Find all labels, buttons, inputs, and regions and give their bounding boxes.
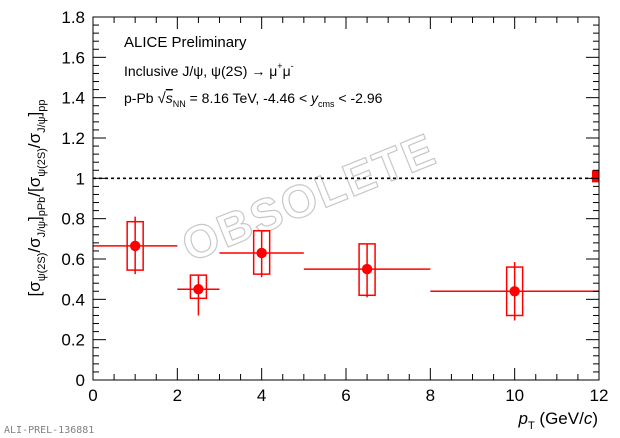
syst-error-box <box>126 220 144 271</box>
obsolete-watermark: OBSOLETE <box>175 123 444 272</box>
data-point-5 <box>430 262 599 321</box>
y-tick-label: 1.6 <box>61 48 85 67</box>
data-marker <box>509 286 520 297</box>
x-tick-label: 0 <box>88 386 97 405</box>
y-tick-label: 1 <box>76 169 85 188</box>
data-point-1 <box>93 216 178 275</box>
x-axis-title: pT (GeV/c) <box>518 409 599 432</box>
y-tick-label: 1.2 <box>61 129 85 148</box>
x-tick-label: 2 <box>173 386 182 405</box>
y-axis-title: [σψ(2S)/σJ/ψ]pPb/[σψ(2S)/σJ/ψ]pp <box>25 100 48 297</box>
system-label: p-Pb √sNN = 8.16 TeV, -4.46 < ycms < -2.… <box>124 90 383 109</box>
x-tick-label: 4 <box>257 386 266 405</box>
syst-error-box <box>505 266 524 317</box>
x-tick-label: 6 <box>341 386 350 405</box>
data-marker <box>129 240 141 252</box>
syst-error-box <box>252 230 271 275</box>
data-marker <box>361 263 373 275</box>
y-tick-label: 0 <box>76 371 85 390</box>
y-tick-label: 0.6 <box>61 250 85 269</box>
data-point-4 <box>303 243 431 298</box>
y-tick-label: 1.4 <box>61 89 85 108</box>
data-marker <box>256 247 267 259</box>
global-uncertainty-box <box>592 170 599 183</box>
x-tick-label: 12 <box>590 386 609 405</box>
data-marker <box>193 284 204 295</box>
y-tick-label: 0.2 <box>61 331 85 350</box>
process-label: Inclusive J/ψ, ψ(2S) → μ+μ- <box>124 61 294 79</box>
y-tick-label: 0.8 <box>61 210 85 229</box>
syst-error-box <box>358 243 376 297</box>
y-tick-label: 0.4 <box>61 290 85 309</box>
y-tick-label: 1.8 <box>61 8 85 27</box>
data-point-2 <box>177 274 220 316</box>
x-tick-label: 8 <box>426 386 435 405</box>
data-point-3 <box>219 230 304 278</box>
alice-preliminary-label: ALICE Preliminary <box>124 34 247 51</box>
figure-id-label: ALI-PREL-136881 <box>4 425 94 436</box>
x-tick-label: 10 <box>505 386 524 405</box>
syst-error-box <box>189 274 208 300</box>
svg-text:[σψ(2S)/σJ/ψ]pPb/[σψ(2S)/σJ/ψ]: [σψ(2S)/σJ/ψ]pPb/[σψ(2S)/σJ/ψ]pp <box>25 100 48 297</box>
